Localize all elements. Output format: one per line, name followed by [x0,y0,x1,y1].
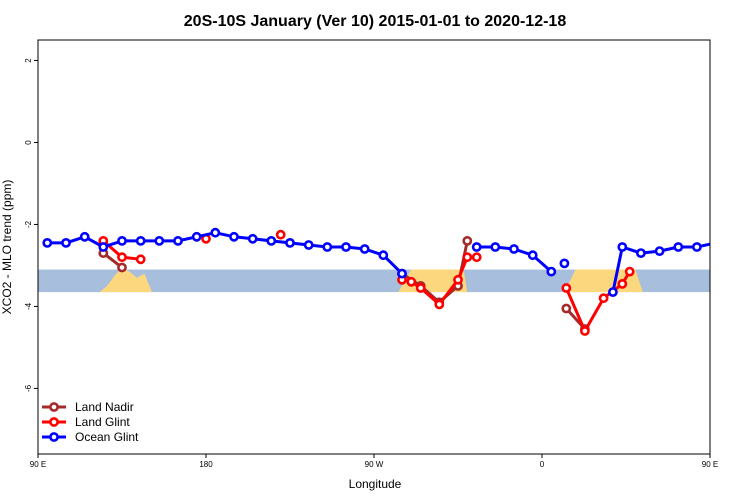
ocean-glint-point [303,240,314,250]
ocean-glint-point [322,242,333,252]
ocean-glint-point [247,233,258,244]
ocean-glint-point [559,258,570,269]
y-tick-label: -6 [24,384,33,392]
land-glint-point [561,283,572,293]
ocean-glint-point [266,235,277,246]
ocean-glint-point [154,235,165,246]
ocean-glint-point [509,244,519,254]
land-glint-point [406,276,417,287]
land-glint-point [580,326,590,336]
x-tick-label: 180 [199,460,213,469]
land-glint-point [624,266,635,277]
y-tick-label: -2 [24,220,33,228]
land-glint-point [117,252,127,263]
x-tick-label: 0 [540,460,545,469]
chart-title: 20S-10S January (Ver 10) 2015-01-01 to 2… [184,13,567,30]
y-axis-label: XCO2 - MLO trend (ppm) [0,180,14,315]
legend-land-nadir-marker [49,402,59,412]
ocean-glint-point [527,250,538,261]
ocean-glint-point [98,242,109,252]
ocean-glint-point [210,227,221,238]
legend-ocean-glint-label: Ocean Glint [75,430,139,444]
ocean-glint-point [546,266,557,277]
ocean-glint-point [61,237,71,248]
ocean-glint-line-4 [611,242,710,293]
land-glint-point [275,229,286,240]
legend-land-nadir-label: Land Nadir [75,400,134,414]
ocean-glint-point [191,231,202,242]
ocean-glint-point [617,242,628,252]
ocean-glint-point [359,244,370,254]
ocean-glint-point [471,242,482,252]
ocean-glint-point [692,242,702,252]
ocean-glint-point [397,268,407,279]
land-nadir-point [117,262,127,273]
ocean-glint-point [654,246,665,256]
y-tick-label: 2 [24,58,33,63]
ocean-glint-point [608,287,618,297]
ocean-glint-point [636,248,646,258]
ocean-glint-point [378,250,389,261]
ocean-glint-point [173,235,183,246]
land-glint-point [617,278,628,289]
land-nadir-point [561,303,572,314]
plot-area [38,227,738,336]
y-tick-label: 0 [24,140,33,145]
y-tick-label: -4 [24,302,33,310]
axes: 2 0 -2 -4 -6 90 E 180 90 W 0 90 E [24,58,718,469]
ocean-glint-point [712,239,719,246]
x-tick-label: 90 E [30,460,46,469]
ocean-glint-point [341,242,351,252]
x-axis-label: Longitude [349,477,402,491]
land-region-1 [99,267,152,293]
land-glint-point [462,252,473,263]
land-glint-point [598,293,609,304]
ocean-band [38,269,710,293]
land-glint-point [434,299,445,310]
ocean-glint-point [490,242,501,252]
ocean-glint-point [673,242,684,252]
land-region-2 [398,269,468,293]
ocean-glint-point [42,237,53,248]
land-nadir-point [462,235,473,246]
land-glint-point [453,274,463,285]
x-tick-label: 90 W [365,460,384,469]
ocean-glint-point [79,231,90,242]
x-tick-label: 90 E [702,460,718,469]
land-glint-point [415,283,426,293]
plot-frame [37,39,711,455]
land-glint-point [135,254,146,265]
legend-land-glint-marker [49,417,59,427]
ocean-glint-point [285,237,295,248]
ocean-glint-point [135,235,146,246]
ocean-glint-point [117,235,127,246]
legend-ocean-glint-marker [49,432,59,442]
ocean-glint-point [731,237,738,244]
land-glint-point [471,252,482,263]
ocean-glint-point [229,231,239,242]
legend-land-glint-label: Land Glint [75,415,130,429]
